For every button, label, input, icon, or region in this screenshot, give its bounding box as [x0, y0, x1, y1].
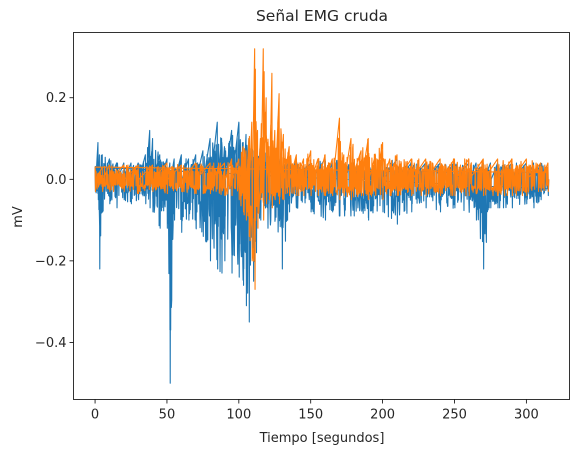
x-tick-label: 150 — [298, 408, 323, 423]
y-tick-label: −0.4 — [35, 336, 67, 351]
chart-title: Señal EMG cruda — [256, 7, 388, 25]
x-tick-label: 0 — [91, 408, 99, 423]
y-axis-ticks: −0.4 −0.2 0.0 0.2 — [35, 91, 74, 351]
x-axis-ticks: 0 50 100 150 200 250 300 — [91, 399, 539, 423]
y-tick-label: 0.0 — [46, 173, 67, 188]
y-tick-label: 0.2 — [46, 91, 67, 106]
series-group — [94, 48, 550, 384]
x-tick-label: 200 — [370, 408, 395, 423]
x-axis-label: Tiempo [segundos] — [259, 431, 385, 446]
y-tick-label: −0.2 — [35, 254, 67, 269]
x-tick-label: 300 — [514, 408, 539, 423]
series-line-2 — [94, 48, 550, 290]
x-tick-label: 100 — [226, 408, 251, 423]
y-axis-label: mV — [11, 206, 26, 228]
x-tick-label: 50 — [159, 408, 176, 423]
series-line-1 — [94, 121, 550, 384]
plot-frame — [73, 32, 570, 400]
x-tick-label: 250 — [442, 408, 467, 423]
